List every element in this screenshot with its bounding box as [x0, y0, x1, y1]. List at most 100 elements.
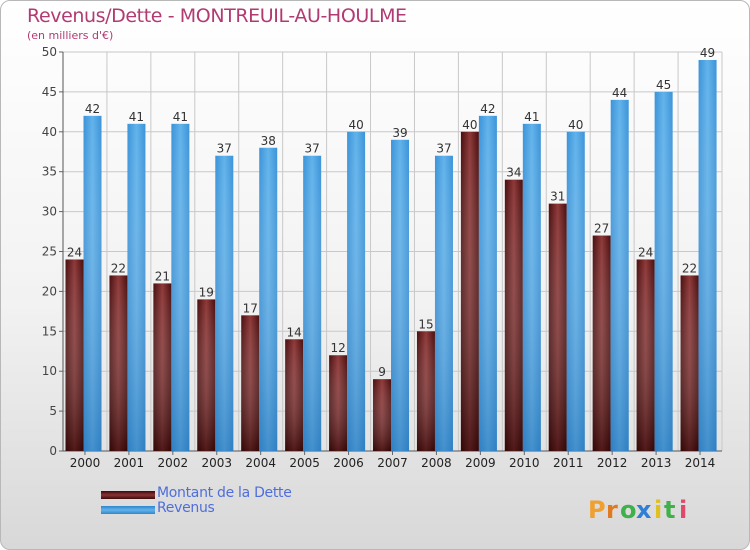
data-label-revenue-2002: 41	[173, 110, 188, 124]
bar-shade-debt-2004	[241, 315, 260, 451]
legend-swatch-revenue	[101, 506, 155, 514]
bar-shade-revenue-2000	[83, 115, 102, 451]
bar-shade-revenue-2002	[171, 123, 190, 451]
data-label-revenue-2003: 37	[217, 142, 232, 156]
xtick-label-2006: 2006	[333, 456, 364, 470]
data-label-revenue-2014: 49	[700, 46, 715, 60]
xtick-label-2014: 2014	[685, 456, 716, 470]
data-label-revenue-2007: 39	[392, 126, 407, 140]
ytick-label-35: 35	[42, 165, 57, 179]
bar-shade-debt-2008	[416, 331, 435, 451]
data-label-debt-2002: 21	[155, 269, 170, 283]
data-label-revenue-2006: 40	[348, 118, 363, 132]
xtick-label-2004: 2004	[245, 456, 276, 470]
bar-shade-revenue-2006	[347, 131, 366, 452]
logo-letter-6: i	[679, 496, 687, 524]
data-label-debt-2011: 31	[550, 190, 565, 204]
bar-shade-revenue-2003	[215, 155, 234, 452]
data-label-debt-2005: 14	[287, 325, 302, 339]
bar-layer	[65, 59, 717, 452]
logo-letter-1: r	[606, 496, 618, 524]
xtick-label-2000: 2000	[70, 456, 101, 470]
legend-label-debt: Montant de la Dette	[157, 485, 292, 501]
bar-shade-revenue-2008	[434, 155, 453, 452]
bar-shade-debt-2000	[65, 259, 84, 451]
data-label-debt-2008: 15	[418, 317, 433, 331]
bar-shade-revenue-2011	[566, 131, 585, 452]
ytick-label-30: 30	[42, 205, 57, 219]
bar-shade-debt-2002	[153, 283, 172, 451]
bar-shade-debt-2011	[548, 203, 567, 451]
bar-shade-revenue-2007	[391, 139, 410, 451]
xtick-label-2005: 2005	[289, 456, 320, 470]
xtick-label-2009: 2009	[465, 456, 496, 470]
data-label-revenue-2010: 41	[524, 110, 539, 124]
bar-shade-revenue-2010	[522, 123, 541, 451]
data-label-revenue-2009: 42	[480, 102, 495, 116]
ytick-label-10: 10	[42, 364, 57, 378]
data-label-revenue-2005: 37	[305, 142, 320, 156]
bar-shade-debt-2009	[460, 131, 479, 452]
xtick-label-2003: 2003	[201, 456, 232, 470]
xtick-label-2001: 2001	[114, 456, 145, 470]
logo-letter-3: x	[636, 496, 652, 524]
data-label-revenue-2001: 41	[129, 110, 144, 124]
data-label-debt-2003: 19	[199, 285, 214, 299]
xtick-label-2013: 2013	[641, 456, 672, 470]
data-label-revenue-2012: 44	[612, 86, 627, 100]
legend-swatch-debt	[101, 491, 155, 499]
chart-subtitle: (en milliers d'€)	[27, 29, 114, 42]
data-label-debt-2012: 27	[594, 222, 609, 236]
ytick-label-25: 25	[42, 245, 57, 259]
bar-shade-debt-2006	[329, 355, 348, 451]
bar-shade-debt-2001	[109, 275, 128, 451]
data-label-revenue-2008: 37	[436, 142, 451, 156]
data-label-debt-2006: 12	[330, 341, 345, 355]
chart-title: Revenus/Dette - MONTREUIL-AU-HOULME	[27, 5, 407, 27]
logo-letter-0: P	[588, 496, 606, 524]
ytick-label-0: 0	[49, 444, 57, 458]
ytick-label-40: 40	[42, 125, 57, 139]
ytick-label-5: 5	[49, 404, 57, 418]
data-label-debt-2013: 24	[638, 245, 653, 259]
data-label-debt-2001: 22	[111, 261, 126, 275]
xtick-label-2011: 2011	[553, 456, 584, 470]
bar-shade-debt-2012	[592, 235, 611, 451]
data-label-revenue-2000: 42	[85, 102, 100, 116]
ytick-label-45: 45	[42, 85, 57, 99]
data-label-debt-2009: 40	[462, 118, 477, 132]
data-label-revenue-2011: 40	[568, 118, 583, 132]
bar-chart: 0 5 10 15 20 25 30 35 40 45 50 2000 2001 2002 2003 2004…	[42, 45, 723, 470]
axis-layer: 0 5 10 15 20 25 30 35 40 45 50 2000 2001 2002 2003 2004…	[42, 45, 722, 470]
data-label-debt-2007: 9	[378, 365, 386, 379]
logo-letter-4: i	[654, 496, 662, 524]
xtick-label-2002: 2002	[158, 456, 189, 470]
data-label-revenue-2004: 38	[261, 134, 276, 148]
bar-shade-debt-2010	[504, 179, 523, 451]
bar-shade-revenue-2001	[127, 123, 146, 451]
bar-shade-debt-2005	[285, 339, 304, 451]
bar-shade-debt-2007	[373, 379, 392, 451]
xtick-label-2008: 2008	[421, 456, 452, 470]
bar-shade-revenue-2013	[654, 91, 673, 452]
label-layer: 2442224121411937173814371240939153740423…	[67, 46, 715, 379]
bar-shade-revenue-2004	[259, 147, 278, 451]
bar-shade-debt-2013	[636, 259, 655, 451]
xtick-label-2007: 2007	[377, 456, 408, 470]
bar-shade-revenue-2012	[610, 99, 629, 451]
ytick-label-20: 20	[42, 284, 57, 298]
data-label-debt-2010: 34	[506, 166, 521, 180]
ytick-label-15: 15	[42, 324, 57, 338]
data-label-debt-2004: 17	[243, 301, 258, 315]
legend-label-revenue: Revenus	[157, 500, 215, 516]
bar-shade-debt-2014	[680, 275, 699, 451]
xtick-label-2012: 2012	[597, 456, 628, 470]
bar-shade-revenue-2014	[698, 59, 717, 451]
ytick-label-50: 50	[42, 45, 57, 59]
bar-shade-debt-2003	[197, 299, 216, 451]
bar-shade-revenue-2005	[303, 155, 322, 452]
logo-letter-2: o	[620, 496, 637, 524]
xtick-label-2010: 2010	[509, 456, 540, 470]
